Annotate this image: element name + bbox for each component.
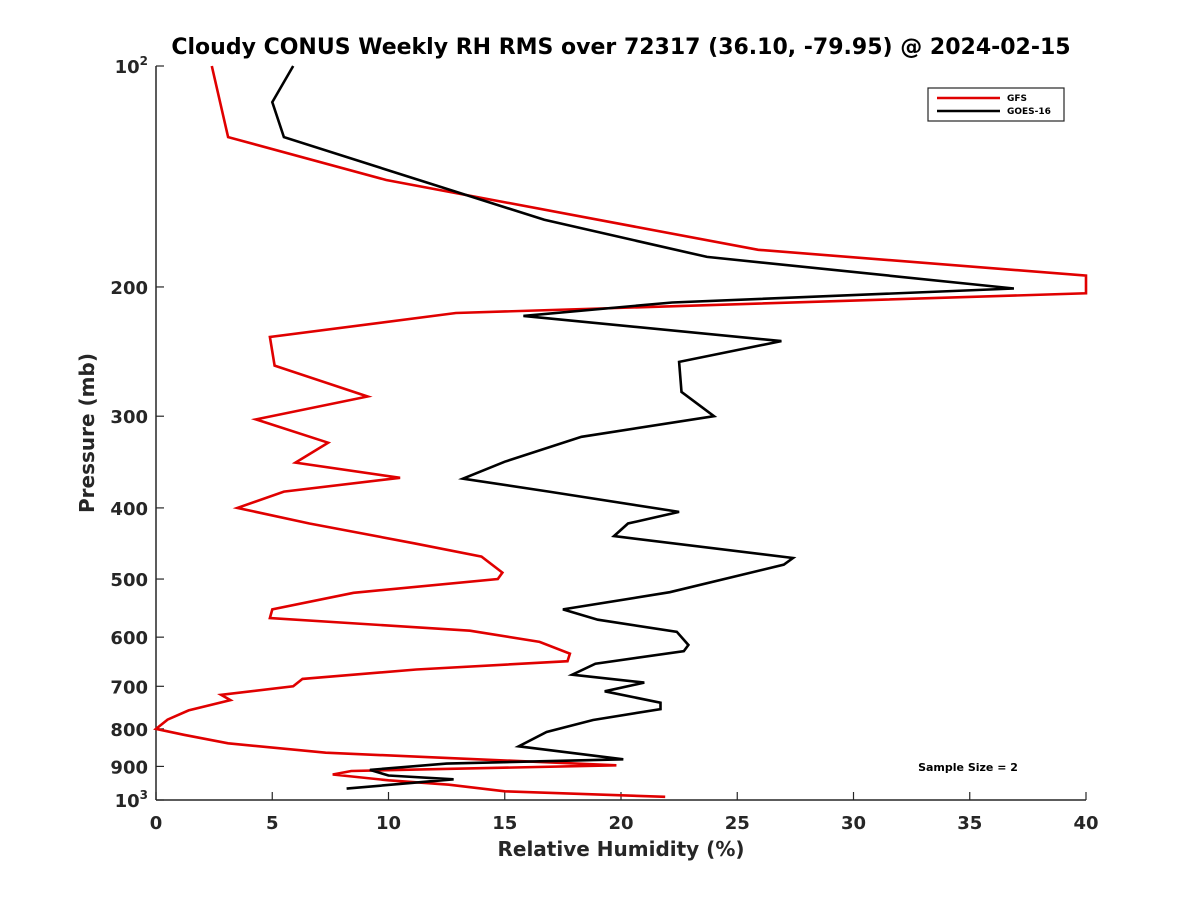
x-axis-label: Relative Humidity (%) [497,837,744,861]
y-tick-label-text: 300 [110,407,148,428]
x-tick-label: 40 [1073,813,1098,834]
y-tick-label-text: 10 [115,57,140,78]
y-tick-label: 900 [110,757,148,778]
y-tick-label: 400 [110,499,148,520]
legend-box [927,87,1065,122]
series-group [153,65,1088,799]
x-tick-label: 30 [841,813,866,834]
y-tick-label: 200 [110,278,148,299]
y-tick-label: 700 [110,677,148,698]
y-tick-label: 800 [110,720,148,741]
x-tick-label: 10 [376,813,401,834]
y-tick-label-text: 10 [115,791,140,812]
y-tick-label: 103 [115,788,148,812]
x-tick-label: 0 [150,813,163,834]
axes: 0 5 10 15 20 25 30 35 40102200300400500600700800… [110,54,1098,834]
x-tick-label: 35 [957,813,982,834]
y-tick-label-text: 800 [110,720,148,741]
y-tick-label-text: 900 [110,757,148,778]
y-tick-exponent: 3 [140,788,148,802]
y-tick-label: 600 [110,628,148,649]
y-tick-label-text: 500 [110,570,148,591]
y-tick-label: 102 [115,54,148,78]
x-tick-label: 20 [608,813,633,834]
y-tick-label-text: 200 [110,278,148,299]
x-tick-label: 15 [492,813,517,834]
y-tick-exponent: 2 [140,54,148,68]
x-tick-label: 25 [725,813,750,834]
y-tick-label-text: 600 [110,628,148,649]
y-tick-label-text: 700 [110,677,148,698]
legend-label: GFS [1007,94,1027,104]
series-line-gfs [153,65,1088,799]
y-tick-label: 300 [110,407,148,428]
series-line-goes-16 [270,65,1015,790]
x-tick-label: 5 [266,813,279,834]
y-tick-label-text: 400 [110,499,148,520]
sample-size-annotation: Sample Size = 2 [918,761,1018,774]
legend: GFS GOES-16 [927,87,1065,122]
y-tick-label: 500 [110,570,148,591]
chart-title: Cloudy CONUS Weekly RH RMS over 72317 (3… [171,35,1070,60]
y-axis-label: Pressure (mb) [75,353,99,513]
legend-label: GOES-16 [1007,107,1051,117]
